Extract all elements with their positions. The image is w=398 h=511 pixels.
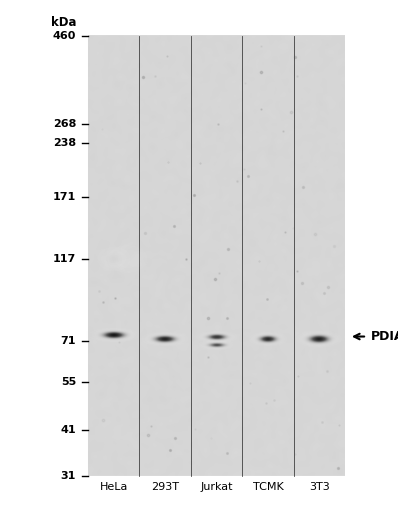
Text: 71: 71 <box>60 336 76 346</box>
Text: 293T: 293T <box>151 482 179 492</box>
Text: PDIA4: PDIA4 <box>371 330 398 343</box>
Text: 55: 55 <box>61 378 76 387</box>
Text: Jurkat: Jurkat <box>200 482 233 492</box>
Text: 31: 31 <box>60 471 76 481</box>
Text: 460: 460 <box>53 31 76 41</box>
Text: 171: 171 <box>53 193 76 202</box>
Text: 117: 117 <box>53 254 76 264</box>
Text: 238: 238 <box>53 138 76 149</box>
Text: TCMK: TCMK <box>252 482 283 492</box>
Text: 268: 268 <box>53 119 76 129</box>
Text: HeLa: HeLa <box>100 482 128 492</box>
Text: 41: 41 <box>60 425 76 435</box>
Text: 3T3: 3T3 <box>309 482 330 492</box>
Text: kDa: kDa <box>51 15 76 29</box>
